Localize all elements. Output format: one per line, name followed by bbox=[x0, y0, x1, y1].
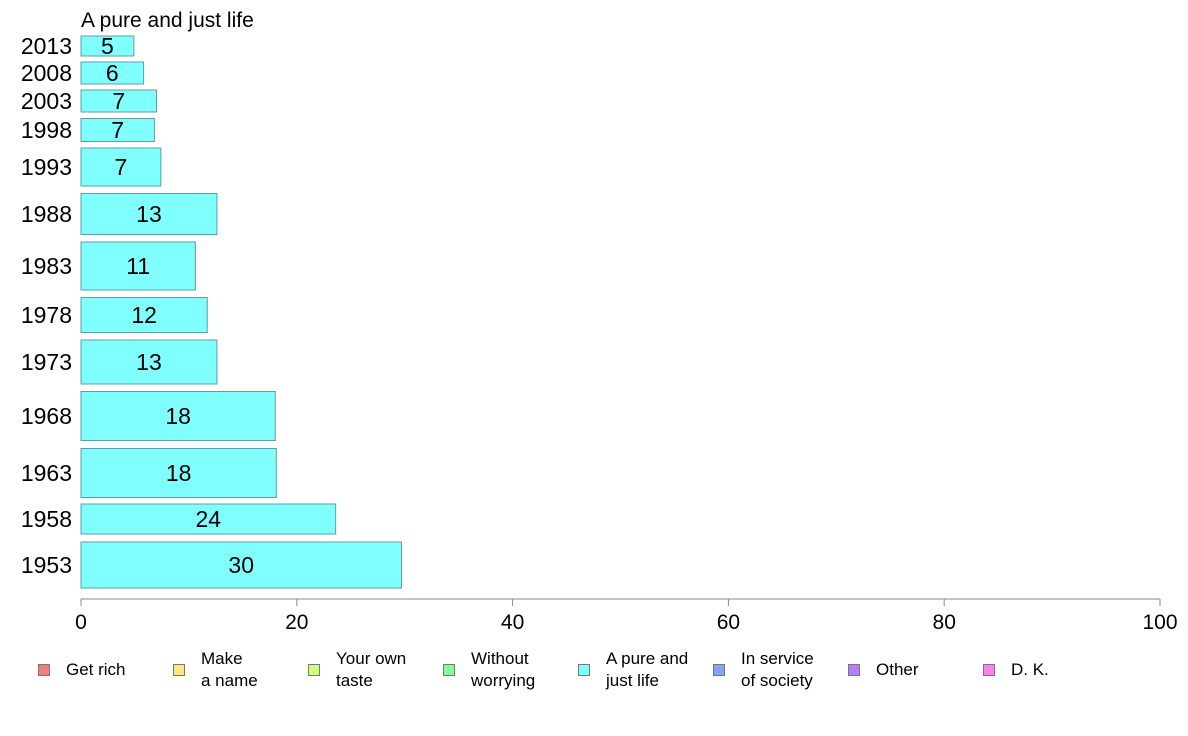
legend-label: D. K. bbox=[1011, 660, 1049, 679]
x-tick-label-60: 60 bbox=[717, 611, 740, 634]
data-label-1958: 24 bbox=[196, 506, 222, 532]
bar-1998 bbox=[80, 118, 155, 142]
legend-swatch bbox=[713, 664, 725, 676]
bar-2003 bbox=[80, 89, 158, 113]
legend-label: Make a name bbox=[201, 649, 258, 690]
legend-item: Other bbox=[848, 648, 919, 692]
data-label-2003: 7 bbox=[112, 88, 125, 114]
y-tick-label-2003: 2003 bbox=[21, 88, 72, 114]
y-tick-label-1983: 1983 bbox=[21, 253, 72, 279]
y-tick-label-1988: 1988 bbox=[21, 201, 72, 227]
chart-title: A pure and just life bbox=[81, 9, 254, 32]
legend-item: In service of society bbox=[713, 648, 814, 692]
legend-item: Without worrying bbox=[443, 648, 535, 692]
data-label-1963: 18 bbox=[166, 460, 192, 486]
y-tick-label-1953: 1953 bbox=[21, 552, 72, 578]
legend-swatch bbox=[443, 664, 455, 676]
y-tick-label-2008: 2008 bbox=[21, 60, 72, 86]
y-tick-label-1963: 1963 bbox=[21, 460, 72, 486]
legend-label: Without worrying bbox=[471, 649, 536, 690]
legend-swatch bbox=[848, 664, 860, 676]
legend-swatch bbox=[38, 664, 50, 676]
legend: Get rich Make a name Your own taste Without… bbox=[38, 648, 1168, 698]
bar-1953 bbox=[80, 541, 402, 589]
y-tick-label-1978: 1978 bbox=[21, 302, 72, 328]
legend-swatch bbox=[983, 664, 995, 676]
y-tick-label-2013: 2013 bbox=[21, 33, 72, 59]
legend-label: Other bbox=[876, 660, 919, 679]
legend-item: Make a name bbox=[173, 648, 258, 692]
data-label-1973: 13 bbox=[136, 349, 162, 375]
data-label-1988: 13 bbox=[136, 201, 162, 227]
data-label-1968: 18 bbox=[165, 403, 191, 429]
bar-1988 bbox=[80, 193, 218, 235]
bar-1983 bbox=[80, 241, 196, 291]
legend-label: Your own taste bbox=[336, 649, 407, 690]
legend-item: A pure and just life bbox=[578, 648, 688, 692]
bar-1963 bbox=[80, 448, 277, 498]
data-label-2008: 6 bbox=[106, 60, 119, 86]
data-label-1978: 12 bbox=[131, 302, 157, 328]
legend-item: Get rich bbox=[38, 648, 126, 692]
bar-1968 bbox=[80, 391, 276, 441]
bar-1958 bbox=[80, 503, 337, 535]
x-tick-label-20: 20 bbox=[285, 611, 308, 634]
legend-item: Your own taste bbox=[308, 648, 406, 692]
legend-swatch bbox=[308, 664, 320, 676]
bar-1978 bbox=[80, 297, 208, 333]
y-tick-label-1968: 1968 bbox=[21, 403, 72, 429]
legend-label: In service of society bbox=[741, 649, 814, 690]
data-label-1993: 7 bbox=[115, 154, 128, 180]
x-tick-label-80: 80 bbox=[933, 611, 956, 634]
legend-item: D. K. bbox=[983, 648, 1049, 692]
bar-2013 bbox=[80, 35, 135, 57]
legend-swatch bbox=[578, 664, 590, 676]
data-label-1998: 7 bbox=[111, 117, 124, 143]
data-label-1953: 30 bbox=[228, 552, 254, 578]
bar-1993 bbox=[80, 147, 162, 187]
data-label-2013: 5 bbox=[101, 33, 114, 59]
data-label-1983: 11 bbox=[126, 253, 150, 279]
y-tick-label-1993: 1993 bbox=[21, 154, 72, 180]
bar-2008 bbox=[80, 61, 145, 85]
y-tick-label-1958: 1958 bbox=[21, 506, 72, 532]
y-tick-label-1973: 1973 bbox=[21, 349, 72, 375]
legend-label: A pure and just life bbox=[606, 649, 689, 690]
x-tick-label-0: 0 bbox=[75, 611, 87, 634]
y-tick-label-1998: 1998 bbox=[21, 117, 72, 143]
bar-1973 bbox=[80, 339, 218, 385]
x-tick-label-40: 40 bbox=[501, 611, 524, 634]
x-tick-label-100: 100 bbox=[1142, 611, 1177, 634]
bar-chart: A pure and just life 5677713111213181824… bbox=[21, 9, 1178, 634]
legend-label: Get rich bbox=[66, 660, 126, 679]
legend-swatch bbox=[173, 664, 185, 676]
